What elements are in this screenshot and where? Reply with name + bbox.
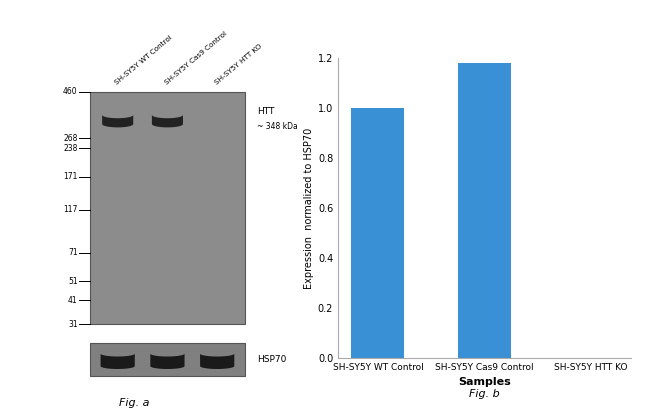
Text: Fig. a: Fig. a [120, 398, 150, 408]
Text: 71: 71 [68, 248, 78, 258]
Text: SH-SY5Y WT Control: SH-SY5Y WT Control [114, 34, 174, 85]
Text: 171: 171 [63, 173, 78, 181]
Bar [90, 92, 245, 324]
Y-axis label: Expression  normalized to HSP70: Expression normalized to HSP70 [304, 127, 313, 289]
Text: SH-SY5Y Cas9 Control: SH-SY5Y Cas9 Control [164, 30, 228, 85]
Text: ~ 348 kDa: ~ 348 kDa [257, 122, 298, 131]
Polygon shape [200, 354, 234, 369]
Bar [351, 108, 404, 358]
Text: 31: 31 [68, 320, 78, 329]
Text: 460: 460 [63, 87, 78, 96]
Polygon shape [101, 354, 135, 369]
Polygon shape [150, 354, 185, 369]
Polygon shape [152, 115, 183, 127]
Text: 268: 268 [63, 134, 78, 143]
Text: SH-SY5Y HTT KO: SH-SY5Y HTT KO [213, 42, 263, 85]
Text: HTT: HTT [257, 107, 274, 116]
Bar [458, 63, 511, 358]
Bar [90, 343, 245, 376]
Text: Fig. b: Fig. b [469, 389, 500, 399]
Text: 51: 51 [68, 277, 78, 286]
Polygon shape [102, 115, 133, 127]
X-axis label: Samples: Samples [458, 377, 511, 387]
Text: 41: 41 [68, 296, 78, 305]
Text: 238: 238 [63, 144, 78, 153]
Text: HSP70: HSP70 [257, 355, 287, 364]
Text: 117: 117 [63, 205, 78, 214]
